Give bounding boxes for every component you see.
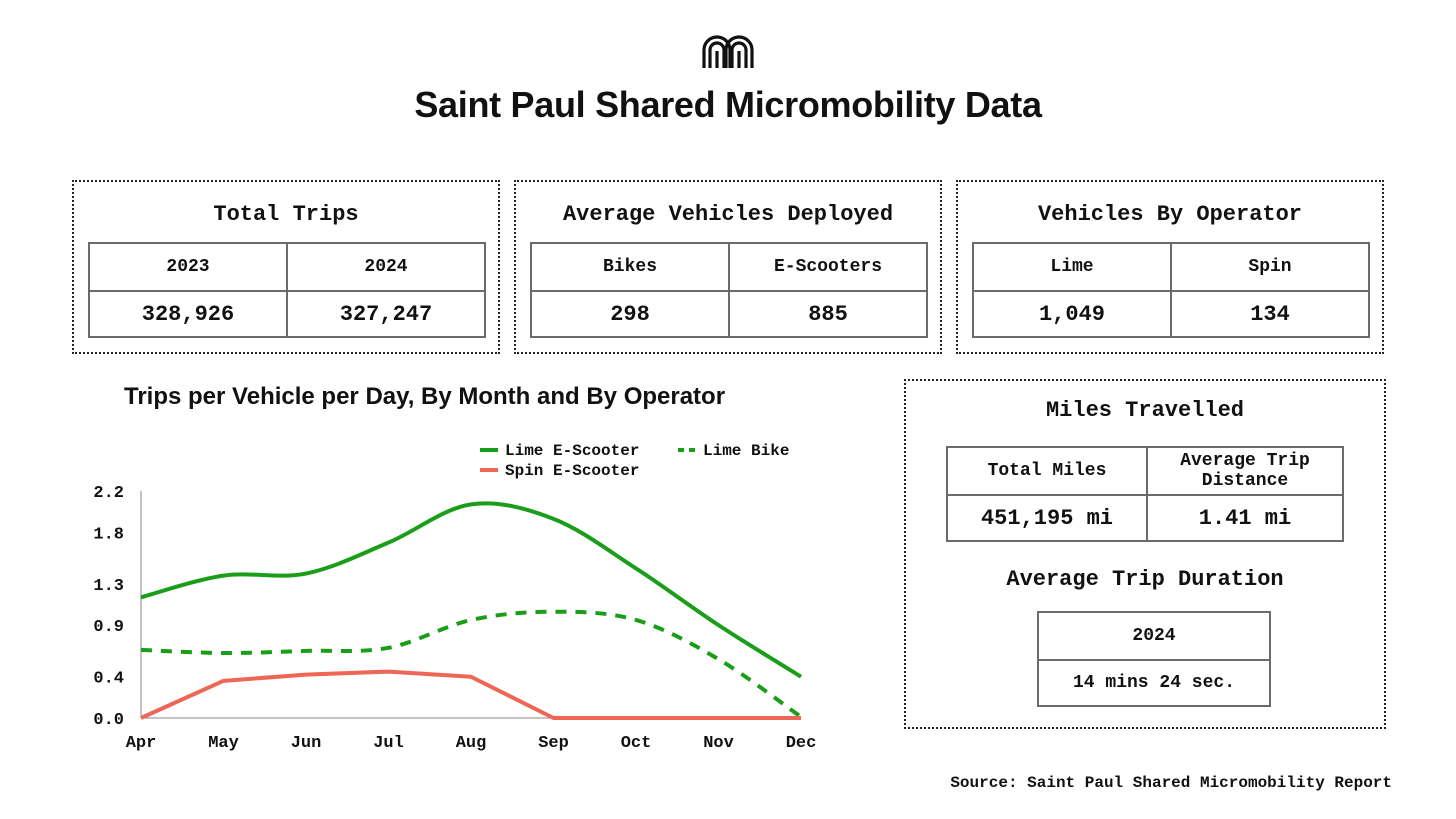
total-trips-card: Total Trips 2023 2024 328,926 327,247 [72, 180, 500, 354]
data-point [634, 566, 638, 570]
miles-table: Total Miles Average Trip Distance 451,19… [946, 446, 1344, 542]
data-point [717, 623, 721, 627]
duration-header-2024: 2024 [1037, 611, 1271, 661]
duration-value: 14 mins 24 sec. [1037, 659, 1271, 707]
legend-label: Lime E-Scooter [505, 442, 639, 460]
legend-label: Spin E-Scooter [505, 462, 639, 480]
x-tick-label: Aug [456, 734, 487, 753]
avg-vehicles-value-escooters: 885 [728, 290, 928, 338]
total-trips-header-2024: 2024 [286, 242, 486, 292]
operator-header-lime: Lime [972, 242, 1172, 292]
duration-title: Average Trip Duration [1006, 567, 1284, 592]
source-note: Source: Saint Paul Shared Micromobility … [950, 774, 1392, 792]
data-point [304, 572, 308, 576]
total-trips-value-2023: 328,926 [88, 290, 288, 338]
miles-value-total: 451,195 mi [946, 494, 1148, 542]
data-point [139, 648, 143, 652]
data-point [799, 716, 803, 720]
data-point [634, 618, 638, 622]
data-point [469, 618, 473, 622]
data-point [387, 670, 391, 674]
x-tick-label: Dec [786, 734, 817, 753]
miles-value-avg-distance: 1.41 mi [1146, 494, 1344, 542]
data-point [139, 716, 143, 720]
y-tick-label: 1.3 [93, 577, 124, 596]
x-tick-label: Sep [538, 734, 569, 753]
data-point [139, 595, 143, 599]
x-tick-label: Oct [621, 734, 652, 753]
x-tick-label: Jun [291, 734, 322, 753]
data-point [222, 574, 226, 578]
y-tick-label: 0.4 [93, 670, 124, 689]
data-point [304, 673, 308, 677]
x-tick-label: May [208, 734, 239, 753]
x-tick-label: Jul [373, 734, 404, 753]
y-tick-label: 1.8 [93, 525, 124, 544]
chart-title: Trips per Vehicle per Day, By Month and … [124, 383, 726, 410]
avg-vehicles-card: Average Vehicles Deployed Bikes E-Scoote… [514, 180, 942, 354]
arches-logo-icon [702, 35, 754, 68]
total-trips-header-2023: 2023 [88, 242, 288, 292]
series-line-lime-bike [140, 609, 803, 719]
series-line-lime-e-scooter [140, 501, 803, 679]
vehicles-by-operator-card: Vehicles By Operator Lime Spin 1,049 134 [956, 180, 1384, 354]
avg-vehicles-header-bikes: Bikes [530, 242, 730, 292]
data-point [387, 541, 391, 545]
x-tick-label: Apr [126, 734, 157, 753]
total-trips-value-2024: 327,247 [286, 290, 486, 338]
y-tick-label: 2.2 [93, 484, 124, 503]
page-title: Saint Paul Shared Micromobility Data [414, 84, 1042, 125]
miles-header-avg-distance: Average Trip Distance [1146, 446, 1344, 496]
legend-label: Lime Bike [703, 442, 789, 460]
operator-value-lime: 1,049 [972, 290, 1172, 338]
data-point [634, 716, 638, 720]
data-point [717, 657, 721, 661]
data-point [469, 675, 473, 679]
x-tick-label: Nov [703, 734, 734, 753]
data-point [222, 651, 226, 655]
miles-header-total: Total Miles [946, 446, 1148, 496]
total-trips-table: 2023 2024 328,926 327,247 [88, 242, 486, 338]
data-point [387, 646, 391, 650]
data-point [717, 716, 721, 720]
y-tick-label: 0.9 [93, 618, 124, 637]
avg-vehicles-value-bikes: 298 [530, 290, 730, 338]
avg-vehicles-title: Average Vehicles Deployed [562, 202, 894, 227]
operator-header-spin: Spin [1170, 242, 1370, 292]
miles-card: Miles Travelled Total Miles Average Trip… [904, 379, 1386, 729]
vehicles-by-operator-title: Vehicles By Operator [1037, 202, 1303, 227]
y-tick-label: 0.0 [93, 711, 124, 730]
operator-value-spin: 134 [1170, 290, 1370, 338]
vehicles-by-operator-table: Lime Spin 1,049 134 [972, 242, 1370, 338]
data-point [799, 675, 803, 679]
avg-vehicles-header-escooters: E-Scooters [728, 242, 928, 292]
data-point [552, 610, 556, 614]
total-trips-title: Total Trips [213, 202, 359, 227]
data-point [222, 679, 226, 683]
avg-vehicles-table: Bikes E-Scooters 298 885 [530, 242, 928, 338]
data-point [552, 517, 556, 521]
series-line-spin-e-scooter [140, 669, 801, 720]
data-point [469, 502, 473, 506]
duration-table: 2024 14 mins 24 sec. [1037, 611, 1271, 707]
data-point [304, 649, 308, 653]
data-point [552, 716, 556, 720]
miles-title: Miles Travelled [1045, 398, 1245, 423]
